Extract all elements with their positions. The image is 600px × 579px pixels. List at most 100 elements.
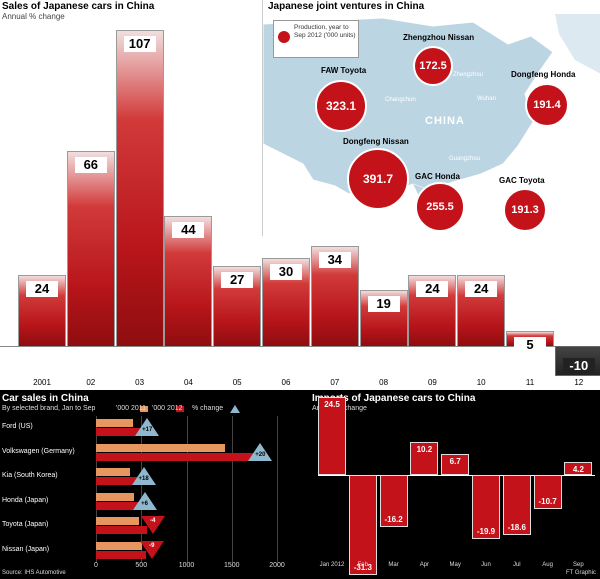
sales-bar-chart: 24 2001 66 02 107 03 44 04 27 05 30 06 34 07 19 08 24 09 2… — [0, 30, 600, 387]
sales-bar-value: -10 — [562, 357, 595, 374]
jv-circle: 255.5 — [415, 182, 465, 232]
hbar-category-label: Volkswagen (Germany) — [2, 447, 75, 455]
hbar-2012 — [96, 477, 138, 485]
change-up-triangle — [132, 491, 157, 510]
sales-bar-value: 24 — [26, 281, 58, 298]
hbar-2011 — [96, 517, 140, 525]
legend-label-2012: '000 2012 — [152, 405, 183, 412]
hbar-2012 — [96, 501, 139, 510]
hbar-x-tick: 1500 — [223, 562, 240, 569]
hbar-2012 — [96, 428, 142, 436]
sales-x-tick: 08 — [379, 378, 389, 387]
hbar-category-label: Kia (South Korea) — [2, 472, 58, 479]
change-up-triangle — [135, 418, 160, 436]
sales-bar — [115, 30, 164, 346]
car-sales-title: Car sales in China — [2, 393, 89, 404]
sales-x-tick: 07 — [330, 378, 340, 387]
sales-x-tick: 09 — [427, 378, 437, 387]
change-label: +17 — [142, 427, 153, 433]
hbar-x-tick: 1000 — [178, 562, 195, 569]
imports-baseline — [318, 475, 596, 476]
imports-x-tick: Jun — [481, 562, 491, 568]
sales-bar-value: 44 — [172, 222, 205, 239]
jv-map-panel: Japanese joint ventures in China Product… — [262, 0, 600, 236]
imports-bar-value: 10.2 — [416, 445, 433, 455]
change-down-triangle — [139, 540, 164, 559]
imports-bar — [348, 475, 377, 576]
imports-x-tick: Jul — [512, 562, 521, 568]
sales-x-tick: 05 — [232, 378, 242, 387]
hbar-gridline — [277, 416, 278, 562]
jv-name: Zhengzhou Nissan — [403, 33, 475, 42]
imports-bar — [441, 453, 470, 475]
sales-x-tick: 02 — [86, 378, 96, 387]
jv-name: FAW Toyota — [321, 66, 367, 75]
imports-bar — [410, 442, 439, 475]
imports-bar — [318, 396, 346, 475]
sales-bar — [66, 151, 115, 346]
sales-chart-title: Sales of Japanese cars in China — [2, 1, 155, 12]
hbar-2012 — [96, 526, 147, 534]
sales-bar-value: 24 — [416, 281, 449, 298]
credit-note: FT Graphic — [566, 570, 596, 576]
sales-bar-value: 5 — [514, 337, 546, 354]
imports-bar-value: -31.3 — [353, 563, 372, 573]
jv-circle: 323.1 — [315, 80, 367, 132]
jv-name: Dongfeng Honda — [511, 70, 576, 79]
legend-label-pct: % change — [192, 405, 224, 412]
map-legend: Production, year to Sep 2012 ('000 units… — [273, 20, 359, 58]
imports-x-tick: Sep — [573, 562, 584, 568]
legend-swatch-2011 — [140, 406, 148, 412]
city-label: Zhengzhou — [453, 72, 484, 78]
hbar-category-label: Nissan (Japan) — [2, 545, 50, 553]
legend-text: Production, year to Sep 2012 ('000 units… — [294, 24, 356, 39]
imports-bar-value: -18.6 — [507, 522, 526, 532]
change-label: +18 — [138, 476, 149, 482]
imports-bar-value: 4.2 — [572, 464, 584, 474]
hbar-gridline — [186, 416, 188, 562]
hbar-2011 — [96, 443, 225, 452]
legend-triangle-icon — [230, 405, 240, 413]
sales-bar-value: 30 — [270, 263, 302, 280]
sales-bar-value: 34 — [318, 251, 351, 268]
sales-bar-value: 24 — [465, 281, 498, 298]
hbar-2011 — [96, 468, 131, 476]
sales-x-tick: 10 — [476, 378, 486, 387]
change-label: +6 — [141, 500, 148, 507]
sales-chart-subtitle: Annual % change — [2, 12, 65, 21]
hbar-x-tick: 2000 — [269, 562, 285, 569]
jv-circle: 191.3 — [503, 188, 547, 232]
hbar-2011 — [96, 492, 134, 501]
bottom-panel: Car sales in China By selected brand, Ja… — [0, 390, 600, 579]
sales-x-tick: 2001 — [33, 378, 51, 387]
sales-x-tick: 06 — [281, 378, 291, 387]
imports-bar — [379, 475, 408, 527]
hbar-gridline — [231, 416, 233, 562]
legend-swatch-2012 — [176, 406, 184, 412]
hbar-category-label: Ford (US) — [2, 423, 33, 430]
imports-bar-value: 24.5 — [324, 399, 340, 409]
imports-x-tick: May — [449, 562, 461, 568]
imports-bar — [502, 475, 531, 535]
jv-name: GAC Honda — [415, 172, 460, 181]
change-up-triangle — [248, 442, 273, 461]
sales-bar-value: 66 — [74, 157, 107, 174]
hbar-2011 — [96, 419, 134, 427]
imports-bar-value: -16.2 — [384, 514, 403, 524]
sales-x-tick: 04 — [183, 378, 193, 387]
jv-name: GAC Toyota — [499, 176, 545, 185]
sales-x-tick: 12 — [574, 378, 584, 387]
sales-x-tick: 03 — [135, 378, 145, 387]
legend-circle-icon — [278, 31, 290, 43]
change-label: -9 — [149, 542, 155, 549]
hbar-x-tick: 500 — [135, 562, 148, 569]
jv-circle: 191.4 — [525, 83, 569, 127]
city-label: Wuhan — [477, 96, 496, 102]
imports-x-tick: Mar — [388, 562, 399, 568]
jv-name: Dongfeng Nissan — [343, 137, 409, 146]
imports-x-tick: Apr — [419, 562, 430, 568]
change-label: +20 — [255, 451, 266, 458]
imports-bar — [533, 475, 562, 510]
city-label: Guangzhou — [449, 156, 481, 162]
sales-bar-value: 19 — [367, 295, 400, 312]
